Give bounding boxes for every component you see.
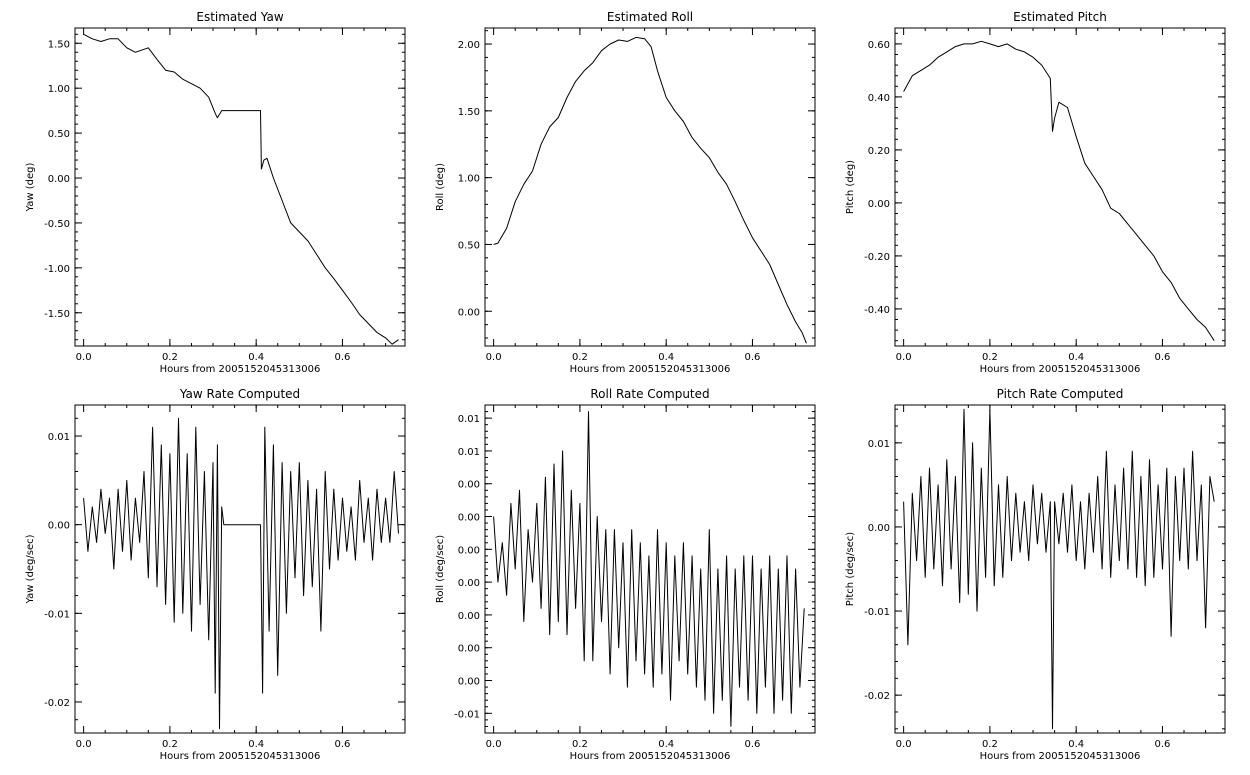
chart-title: Yaw Rate Computed [179,387,300,401]
x-axis-label: Hours from 2005152045313006 [570,751,731,762]
x-tick-label: 0.4 [248,739,264,750]
y-axis-label: Yaw (deg/sec) [25,534,36,604]
x-tick-label: 0.2 [982,739,998,750]
y-tick-label: 0.00 [458,578,480,589]
x-tick-label: 0.0 [76,352,92,363]
y-tick-label: 0.60 [868,40,890,51]
x-axis-label: Hours from 2005152045313006 [980,751,1141,762]
x-axis-label: Hours from 2005152045313006 [160,364,321,375]
y-tick-label: 0.00 [48,521,70,532]
chart-panel-1: Estimated Yaw 0.0 0.2 0.4 0.6 1.50 1.00 0.50 0.0… [25,10,406,375]
chart-panel-6: Pitch Rate Computed 0.0 0.2 0.4 0.6 0.01 0.00 -… [845,387,1226,762]
y-tick-label: 2.00 [458,40,480,51]
y-tick-label: 0.01 [458,414,480,425]
chart-title: Pitch Rate Computed [997,387,1124,401]
chart-title: Roll Rate Computed [590,387,709,401]
y-tick-label: -0.50 [44,219,70,230]
y-tick-label: 0.01 [48,432,70,443]
y-tick-label: -1.50 [44,309,70,320]
y-axis-label: Pitch (deg/sec) [845,532,856,607]
x-tick-label: 0.2 [162,352,178,363]
x-tick-label: 0.4 [248,352,264,363]
y-tick-label: 0.00 [458,480,480,491]
series-line-1 [493,411,805,727]
y-tick-label: -0.02 [864,691,890,702]
y-tick-label: -1.00 [44,264,70,275]
chart-panel-2: Estimated Roll 0.0 0.2 0.4 0.6 2.00 1.50 1.00 0.… [435,10,816,375]
y-tick-label: 0.50 [48,129,70,140]
y-tick-label: 0.50 [458,240,480,251]
x-tick-label: 0.6 [1154,352,1170,363]
y-tick-label: 0.00 [48,174,70,185]
series-line-1 [493,36,807,344]
chart-panel-5: Roll Rate Computed 0.0 0.2 0.4 0.6 0.01 0.01 0.… [435,387,816,762]
y-tick-label: -0.01 [44,609,70,620]
x-tick-label: 0.6 [334,352,350,363]
series-line-1 [903,408,1215,730]
x-tick-label: 0.4 [1068,739,1084,750]
x-axis-label: Hours from 2005152045313006 [160,751,321,762]
plot-frame [74,27,406,347]
x-tick-label: 0.0 [486,739,502,750]
x-tick-label: 0.4 [658,352,674,363]
y-tick-label: 0.01 [868,439,890,450]
y-tick-label: -0.20 [864,252,890,263]
y-tick-label: -0.01 [864,607,890,618]
chart-panel-3: Estimated Pitch 0.0 0.2 0.4 0.6 0.60 0.40 0.20 0… [845,10,1226,375]
y-tick-label: 0.00 [458,677,480,688]
x-tick-label: 0.6 [334,739,350,750]
y-axis-label: Yaw (deg) [25,162,36,212]
plot-frame [484,27,816,347]
plot-frame [894,27,1226,347]
y-tick-label: 0.01 [458,447,480,458]
series-line-1 [83,417,399,730]
y-tick-label: 0.00 [868,199,890,210]
x-axis-label: Hours from 2005152045313006 [980,364,1141,375]
chart-title: Estimated Roll [607,10,693,24]
series-line-1 [903,40,1215,341]
y-tick-label: 1.50 [48,39,70,50]
y-tick-label: 0.00 [458,545,480,556]
x-tick-label: 0.2 [572,352,588,363]
y-axis-label: Roll (deg) [435,163,446,211]
x-tick-label: 0.2 [982,352,998,363]
x-tick-label: 0.2 [572,739,588,750]
y-tick-label: 1.50 [458,107,480,118]
x-tick-label: 0.4 [658,739,674,750]
y-axis-label: Roll (deg/sec) [435,535,446,603]
x-tick-label: 0.0 [76,739,92,750]
plot-frame [894,404,1226,734]
x-tick-label: 0.0 [486,352,502,363]
chart-panel-4: Yaw Rate Computed 0.0 0.2 0.4 0.6 0.01 0.00 -0.… [25,387,406,762]
x-tick-label: 0.6 [1154,739,1170,750]
y-tick-label: -0.01 [454,709,480,720]
y-tick-label: 0.00 [458,513,480,524]
y-tick-label: 0.20 [868,146,890,157]
chart-title: Estimated Pitch [1013,10,1107,24]
y-tick-label: 0.00 [458,307,480,318]
y-tick-label: 0.00 [458,611,480,622]
x-tick-label: 0.6 [744,352,760,363]
y-tick-label: -0.40 [864,305,890,316]
plot-frame [74,404,406,734]
y-axis-label: Pitch (deg) [845,160,856,214]
x-tick-label: 0.4 [1068,352,1084,363]
x-tick-label: 0.6 [744,739,760,750]
y-tick-label: 1.00 [458,174,480,185]
y-tick-label: 0.00 [868,523,890,534]
x-tick-label: 0.2 [162,739,178,750]
x-tick-label: 0.0 [896,352,912,363]
y-tick-label: 0.00 [458,644,480,655]
chart-title: Estimated Yaw [196,10,283,24]
y-tick-label: 0.40 [868,93,890,104]
y-tick-label: 1.00 [48,84,70,95]
y-tick-label: -0.02 [44,698,70,709]
x-axis-label: Hours from 2005152045313006 [570,364,731,375]
x-tick-label: 0.0 [896,739,912,750]
series-line-1 [83,33,399,345]
